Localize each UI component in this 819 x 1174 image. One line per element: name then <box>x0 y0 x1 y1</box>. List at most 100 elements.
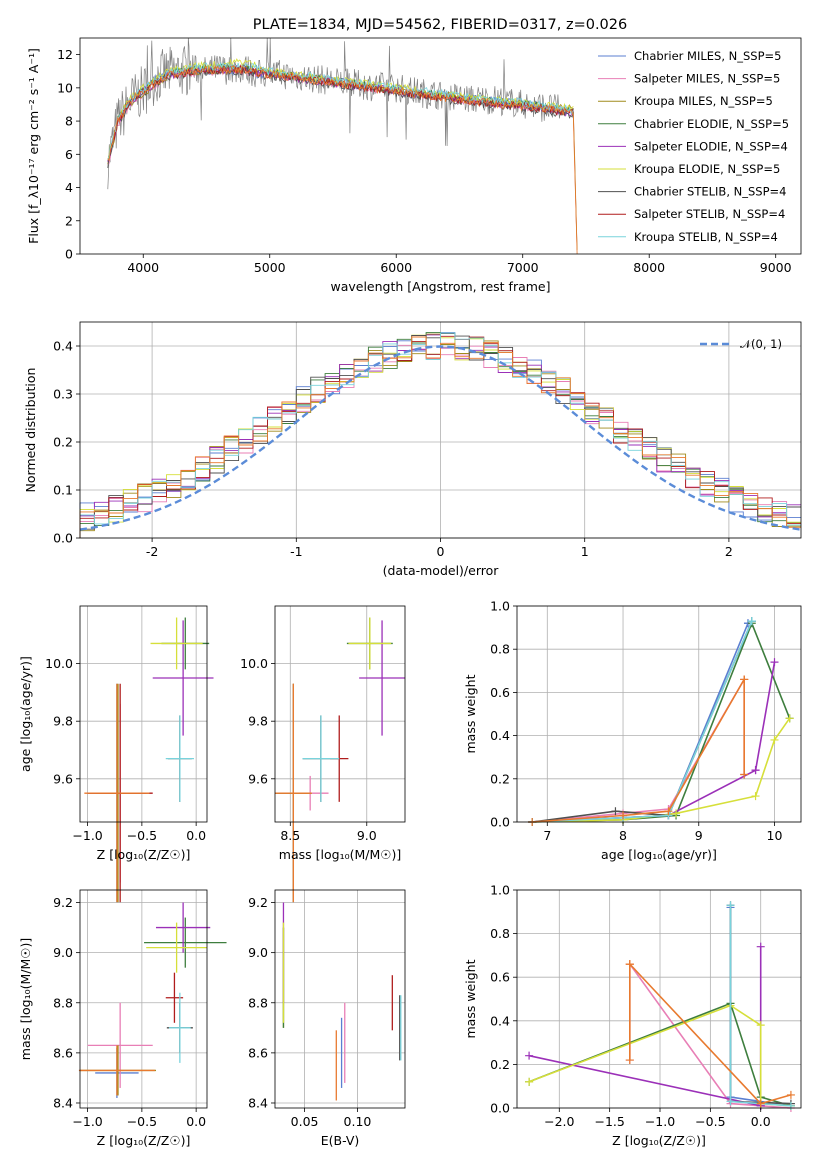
x-tick-label: −0.5 <box>127 828 157 843</box>
y-tick-label: 2 <box>65 213 73 228</box>
mass-weight-marker <box>756 1099 765 1108</box>
mass-weight-line <box>532 622 749 823</box>
mass-weight-marker <box>747 617 756 626</box>
x-tick-label: 0.0 <box>186 1114 206 1129</box>
x-axis-label: Z [log₁₀(Z/Z☉)] <box>97 847 191 862</box>
mass-weight-line <box>532 620 753 823</box>
y-tick-label: 9.6 <box>248 771 268 786</box>
y-tick-label: 9.8 <box>248 714 268 729</box>
mass-weight-marker <box>525 1051 534 1060</box>
y-tick-label: 0 <box>65 247 73 262</box>
x-axis-label: mass [log₁₀(M/M☉)] <box>279 847 401 862</box>
y-axis-label: Normed distribution <box>23 368 38 493</box>
y-axis-label: mass weight <box>463 674 478 753</box>
age-vs-metallicity-panel: −1.0 −0.5 0.0 9.6 9.8 10.0 Z [log₁₀(Z/Z☉)] age … <box>18 605 214 903</box>
y-axis-label: Flux [f_λ10⁻¹⁷ erg cm⁻² s⁻¹ A⁻¹] <box>26 48 41 244</box>
x-tick-label: −1.0 <box>72 828 102 843</box>
x-axis-label: E(B-V) <box>321 1133 360 1148</box>
y-tick-label: 1.0 <box>490 599 510 614</box>
x-tick-label: 0.0 <box>186 828 206 843</box>
x-axis-label: wavelength [Angstrom, rest frame] <box>330 279 550 294</box>
figure-title: PLATE=1834, MJD=54562, FIBERID=0317, z=0… <box>253 17 627 33</box>
y-tick-label: 0.0 <box>53 531 73 546</box>
x-tick-label: 8 <box>619 828 627 843</box>
legend-entry: Chabrier STELIB, N_SSP=4 <box>634 185 786 199</box>
mass-weight-marker <box>756 1021 765 1030</box>
y-tick-label: 0.2 <box>53 435 73 450</box>
y-tick-label: 8.8 <box>248 995 268 1010</box>
mass-weight-marker <box>740 770 749 779</box>
x-tick-label: 2 <box>725 544 733 559</box>
y-tick-label: 8.6 <box>53 1045 73 1060</box>
x-tick-label: −1.5 <box>594 1114 624 1129</box>
residual-histogram <box>79 336 801 538</box>
y-tick-label: 0.8 <box>490 642 510 657</box>
mass-weight-line <box>532 662 776 823</box>
legend-entry: 𝒩(0, 1) <box>740 337 782 351</box>
axes-frame <box>274 889 406 1109</box>
mass-weight-marker <box>672 809 681 818</box>
y-tick-label: 0.4 <box>490 1013 510 1028</box>
observed-spectrum-line <box>107 37 561 190</box>
y-tick-label: 1.0 <box>490 883 510 898</box>
x-tick-label: 4000 <box>127 260 159 275</box>
y-tick-label: 8.6 <box>248 1045 268 1060</box>
x-tick-label: 10 <box>767 828 783 843</box>
mass-weight-marker <box>751 766 760 775</box>
mass-weight-line <box>629 962 792 1105</box>
x-tick-label: -2 <box>146 544 158 559</box>
y-tick-label: 9.8 <box>53 714 73 729</box>
x-tick-label: −1.0 <box>645 1114 675 1129</box>
mass-weight-marker <box>726 1097 735 1106</box>
axes-frame <box>274 605 406 823</box>
age-vs-mass-panel: 8.5 9.0 9.6 9.8 10.0 mass [log₁₀(M/M☉)] <box>240 605 406 903</box>
y-tick-label: 8.8 <box>53 995 73 1010</box>
y-tick-label: 0.3 <box>53 387 73 402</box>
axes-frame <box>516 605 802 823</box>
legend-entry: Chabrier MILES, N_SSP=5 <box>634 49 781 63</box>
legend-entry: Salpeter ELODIE, N_SSP=4 <box>634 139 788 153</box>
mass-weight-line <box>532 621 791 823</box>
spectrum-panel: 4000 5000 6000 7000 8000 9000 0 2 4 6 8 10 12 wavelen… <box>26 37 802 294</box>
x-tick-label: −1.0 <box>72 1114 102 1129</box>
mass-weight-marker <box>751 792 760 801</box>
mass-weight-vs-age-panel: 7 8 9 10 0.0 0.2 0.4 0.6 0.8 1.0 age [log₁₀(age/yr… <box>463 599 802 862</box>
y-tick-label: 0.6 <box>490 685 510 700</box>
y-tick-label: 0.4 <box>490 728 510 743</box>
y-tick-label: 9.2 <box>53 895 73 910</box>
mass-weight-marker <box>786 1090 795 1099</box>
x-axis-label: Z [log₁₀(Z/Z☉)] <box>612 1133 706 1148</box>
y-axis-label: mass [log₁₀(M/M☉)] <box>18 938 33 1060</box>
x-axis-label: age [log₁₀(age/yr)] <box>601 847 717 862</box>
legend-entry: Kroupa ELODIE, N_SSP=5 <box>634 162 780 176</box>
x-tick-label: −0.5 <box>127 1114 157 1129</box>
y-tick-label: 0.6 <box>490 970 510 985</box>
x-tick-label: 0.10 <box>344 1114 372 1129</box>
y-tick-label: 10 <box>57 80 73 95</box>
y-tick-label: 0.2 <box>490 1057 510 1072</box>
axes-frame <box>79 889 208 1109</box>
mass-weight-line <box>532 676 745 823</box>
mass-weight-marker <box>770 658 779 667</box>
x-tick-label: 6000 <box>380 260 412 275</box>
x-axis-label: (data-model)/error <box>383 563 500 578</box>
mass-weight-marker <box>726 901 735 910</box>
y-tick-label: 0.8 <box>490 926 510 941</box>
mass-weight-marker <box>619 811 628 820</box>
legend-entry: Kroupa MILES, N_SSP=5 <box>634 94 773 108</box>
legend-entry: Chabrier ELODIE, N_SSP=5 <box>634 117 789 131</box>
y-tick-label: 10.0 <box>45 656 73 671</box>
y-tick-label: 9.2 <box>248 895 268 910</box>
mass-vs-metallicity-panel: −1.0 −0.5 0.0 8.4 8.6 8.8 9.0 9.2 Z [log₁₀(Z/Z☉)… <box>18 889 227 1148</box>
y-tick-label: 8 <box>65 114 73 129</box>
mass-weight-marker <box>740 675 749 684</box>
mass-weight-line <box>532 676 745 823</box>
axes-frame <box>79 37 802 255</box>
mass-weight-marker <box>525 1077 534 1086</box>
mass-weight-marker <box>611 807 620 816</box>
x-tick-label: 5000 <box>254 260 286 275</box>
x-tick-label: 8.5 <box>280 828 300 843</box>
y-tick-label: 12 <box>57 47 73 62</box>
x-axis-label: Z [log₁₀(Z/Z☉)] <box>97 1133 191 1148</box>
